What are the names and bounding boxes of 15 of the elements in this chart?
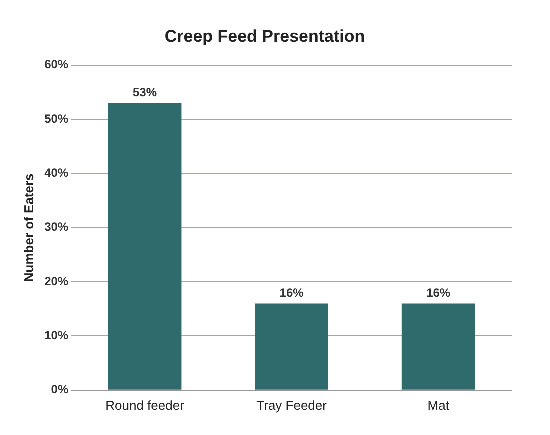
y-tick-label: 0% xyxy=(51,382,69,397)
data-label: 16% xyxy=(426,286,451,300)
y-tick-label: 60% xyxy=(44,58,69,72)
x-tick-label: Mat xyxy=(428,398,450,413)
chart-title: Creep Feed Presentation xyxy=(164,26,366,46)
y-tick-label: 50% xyxy=(44,112,69,126)
data-label: 53% xyxy=(133,86,158,100)
y-tick-label: 10% xyxy=(44,328,69,343)
y-tick-label: 30% xyxy=(44,220,69,234)
y-axis-title: Number of Eaters xyxy=(21,174,36,282)
data-label: 16% xyxy=(280,286,304,300)
x-tick-label: Round feeder xyxy=(106,398,186,413)
y-tick-label: 40% xyxy=(44,166,69,180)
x-tick-label: Tray Feeder xyxy=(256,398,328,413)
y-tick-label: 20% xyxy=(44,274,69,288)
